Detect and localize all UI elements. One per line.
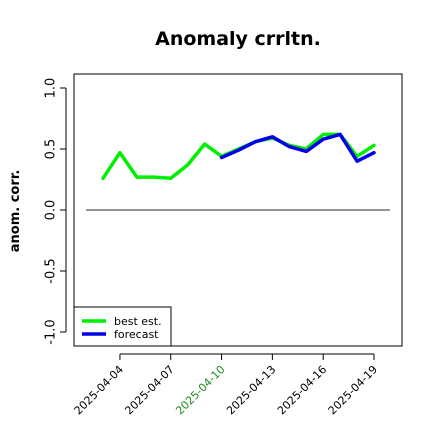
x-tick-label: 2025-04-10 [173, 363, 227, 417]
chart-title: Anomaly crrltn. [155, 28, 321, 50]
series-line-forecast [219, 132, 376, 163]
x-tick-label: 2025-04-07 [122, 363, 176, 417]
y-tick-label: -1.0 [44, 319, 59, 344]
y-axis-label: anom. corr. [8, 170, 23, 253]
plot-frame [73, 73, 403, 347]
series-line-best-est [101, 132, 376, 181]
legend: best est.forecast [73, 306, 172, 347]
y-tick-label: 0.0 [44, 200, 59, 221]
legend-label: best est. [114, 315, 162, 328]
x-tick-label: 2025-04-19 [326, 363, 380, 417]
y-axis: -1.0 -0.5 0.0 0.5 1.0 [44, 78, 67, 345]
series-layer [101, 132, 376, 181]
x-axis: 2025-04-042025-04-072025-04-102025-04-13… [72, 353, 380, 417]
x-tick-label: 2025-04-04 [72, 363, 126, 417]
y-tick-label: 0.5 [44, 139, 59, 160]
y-tick-label: 1.0 [44, 78, 59, 99]
legend-label: forecast [114, 328, 159, 341]
x-tick-label: 2025-04-13 [224, 363, 278, 417]
legend-box [73, 306, 172, 347]
y-tick-label: -0.5 [44, 258, 59, 283]
x-tick-label: 2025-04-16 [275, 363, 329, 417]
